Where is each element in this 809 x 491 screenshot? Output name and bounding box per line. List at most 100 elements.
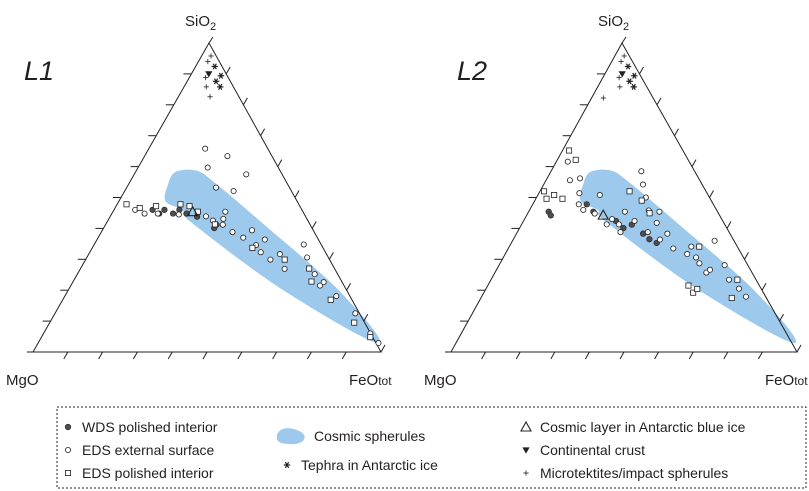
data-point	[327, 296, 334, 303]
legend-label: EDS polished interior	[82, 465, 214, 481]
data-point	[208, 53, 214, 59]
data-point	[169, 210, 177, 217]
legend-label: Cosmic spherules	[314, 428, 425, 444]
data-point	[624, 63, 632, 70]
data-point	[621, 208, 628, 215]
panel-label: L1	[24, 56, 54, 86]
series-eds-polished-interior	[123, 201, 374, 341]
data-point	[248, 227, 255, 234]
data-point	[728, 294, 735, 301]
data-point	[696, 243, 703, 250]
legend: WDS polished interior EDS external surfac…	[56, 406, 807, 489]
data-point	[670, 245, 677, 252]
data-point	[202, 145, 209, 152]
data-point	[726, 276, 733, 283]
data-point	[177, 201, 184, 208]
series-cosmic-layer-in-antarctic-blue-ice	[597, 208, 610, 220]
data-point	[618, 71, 626, 78]
data-point	[575, 201, 582, 208]
data-point	[690, 289, 697, 296]
data-point	[564, 158, 571, 165]
tick-marks	[445, 36, 802, 360]
data-point	[220, 215, 227, 222]
data-point	[213, 184, 220, 191]
data-point	[186, 203, 193, 210]
legend-item: EDS polished interior	[65, 465, 214, 481]
data-point	[576, 190, 583, 197]
series-cosmic-layer-in-antarctic-blue-ice	[186, 205, 199, 217]
data-point	[267, 256, 274, 263]
data-point	[566, 147, 573, 154]
data-point	[311, 271, 318, 278]
legend-marker	[520, 420, 532, 432]
data-point	[203, 75, 209, 81]
data-point	[630, 83, 637, 90]
legend-marker	[522, 447, 530, 454]
data-point	[615, 221, 622, 228]
legend-marker	[64, 423, 72, 431]
cosmic-spherule-swatch	[276, 428, 305, 445]
data-point	[616, 75, 622, 81]
data-point	[230, 188, 237, 195]
data-point	[572, 156, 579, 163]
data-point	[204, 164, 211, 171]
data-point	[224, 153, 231, 160]
data-point	[211, 221, 218, 228]
data-point	[609, 216, 616, 223]
data-point	[123, 201, 130, 208]
data-point	[559, 195, 566, 202]
data-point	[618, 58, 624, 65]
data-point	[304, 254, 311, 261]
data-point	[211, 63, 218, 70]
data-point	[367, 334, 374, 341]
data-point	[281, 256, 288, 263]
legend-marker	[65, 446, 72, 453]
data-point	[207, 94, 213, 100]
data-point	[141, 210, 148, 217]
data-point	[631, 217, 638, 224]
data-point	[205, 71, 213, 78]
data-point	[576, 175, 583, 182]
data-point	[136, 205, 143, 212]
data-point	[212, 78, 220, 85]
data-point	[333, 293, 340, 300]
legend-item: Cosmic spherules	[276, 428, 425, 445]
data-point	[543, 195, 550, 202]
legend-label: Tephra in Antarctic ice	[301, 457, 438, 473]
series-continental-crust	[618, 71, 626, 78]
data-point	[694, 285, 701, 292]
data-point	[300, 241, 307, 248]
series-microtektites-impact-spherules	[203, 53, 214, 100]
data-point	[617, 84, 623, 90]
vertex-label-feo: FeOtot	[765, 372, 808, 389]
legend-label: Microtektites/impact spherules	[540, 465, 728, 481]
legend-label: WDS polished interior	[82, 419, 218, 435]
series-continental-crust	[205, 71, 213, 78]
data-point	[580, 206, 587, 213]
data-point	[308, 278, 315, 285]
data-point	[644, 229, 651, 236]
data-point	[219, 221, 226, 228]
series-microtektites-impact-spherules	[600, 53, 627, 101]
data-point	[631, 72, 638, 79]
legend-label: EDS external surface	[82, 442, 214, 458]
legend-item: Microtektites/impact spherules	[523, 465, 728, 481]
data-point	[175, 211, 182, 218]
data-point	[547, 212, 554, 219]
data-point	[591, 210, 598, 217]
legend-marker	[65, 469, 72, 476]
legend-item: EDS external surface	[65, 442, 214, 458]
legend-item: Tephra in Antarctic ice	[283, 457, 438, 473]
data-point	[306, 265, 313, 272]
data-point	[217, 83, 224, 90]
data-point	[352, 310, 359, 317]
data-point	[240, 234, 247, 241]
data-point	[693, 254, 700, 261]
data-point	[281, 265, 288, 272]
data-point	[638, 197, 645, 204]
data-point	[320, 279, 327, 286]
data-point	[617, 229, 624, 236]
cosmic-spherule-field	[164, 169, 381, 344]
data-point	[639, 181, 646, 188]
